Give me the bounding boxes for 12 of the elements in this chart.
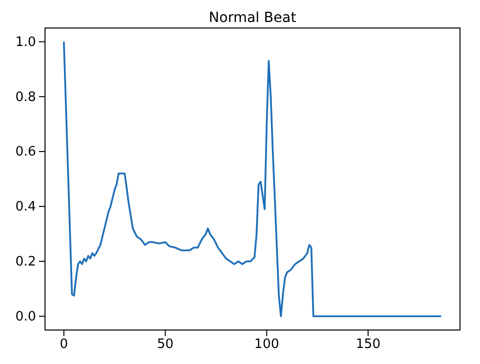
x-tick-label: 50 — [157, 337, 174, 352]
line-series — [62, 40, 442, 318]
y-tick-label: 0.2 — [15, 254, 36, 270]
x-tick-label: 0 — [60, 337, 68, 352]
y-tick-label: 0.6 — [15, 144, 36, 160]
chart-title: Normal Beat — [208, 10, 297, 26]
y-tick-label: 0.4 — [15, 200, 36, 215]
x-tick-label: 100 — [254, 337, 280, 352]
y-tick-label: 1.0 — [15, 34, 36, 50]
y-tick-label: 0.8 — [15, 90, 36, 105]
x-tick-label: 150 — [356, 337, 381, 352]
y-tick-label: 0.0 — [15, 309, 36, 324]
